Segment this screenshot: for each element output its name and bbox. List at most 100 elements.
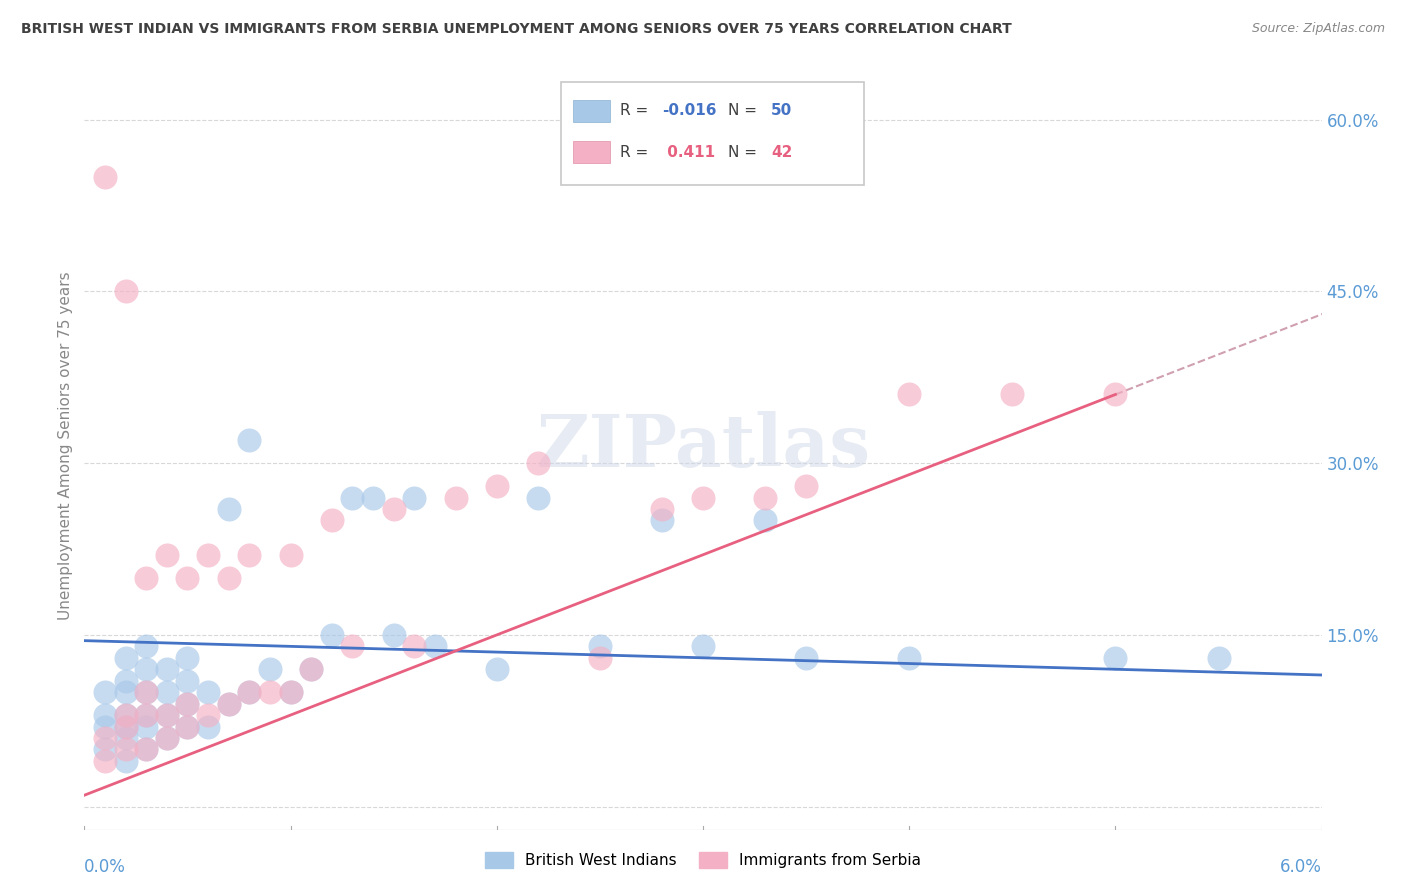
Text: N =: N =: [728, 103, 762, 119]
Text: 0.0%: 0.0%: [84, 858, 127, 876]
Point: [156, 731, 179, 745]
Point: [342, 491, 364, 505]
Text: Source: ZipAtlas.com: Source: ZipAtlas.com: [1251, 22, 1385, 36]
Point: [589, 650, 612, 665]
Point: [754, 491, 776, 505]
Point: [114, 285, 136, 299]
Text: N =: N =: [728, 145, 762, 160]
Bar: [574, 142, 610, 163]
Point: [197, 685, 219, 699]
Point: [156, 662, 179, 676]
Point: [299, 662, 322, 676]
Point: [135, 662, 157, 676]
Point: [485, 662, 508, 676]
Point: [176, 697, 198, 711]
Point: [135, 742, 157, 756]
Text: R =: R =: [620, 103, 654, 119]
Point: [114, 754, 136, 768]
Point: [1001, 387, 1024, 401]
Point: [218, 697, 240, 711]
Point: [135, 708, 157, 723]
Point: [1104, 650, 1126, 665]
Y-axis label: Unemployment Among Seniors over 75 years: Unemployment Among Seniors over 75 years: [58, 272, 73, 620]
Point: [527, 491, 550, 505]
Point: [135, 685, 157, 699]
Point: [156, 708, 179, 723]
Text: ZIPatlas: ZIPatlas: [536, 410, 870, 482]
Point: [423, 640, 446, 654]
Point: [94, 731, 117, 745]
Point: [794, 650, 817, 665]
Point: [197, 719, 219, 733]
Point: [114, 719, 136, 733]
Point: [382, 628, 405, 642]
Legend: British West Indians, Immigrants from Serbia: British West Indians, Immigrants from Se…: [478, 845, 928, 876]
Point: [156, 548, 179, 562]
Point: [156, 708, 179, 723]
Point: [404, 640, 426, 654]
Text: BRITISH WEST INDIAN VS IMMIGRANTS FROM SERBIA UNEMPLOYMENT AMONG SENIORS OVER 75: BRITISH WEST INDIAN VS IMMIGRANTS FROM S…: [21, 22, 1012, 37]
Bar: [561, 82, 863, 186]
Point: [527, 456, 550, 470]
Point: [321, 628, 343, 642]
Point: [1104, 387, 1126, 401]
Point: [94, 754, 117, 768]
Point: [280, 685, 302, 699]
Point: [197, 708, 219, 723]
Point: [94, 685, 117, 699]
Point: [692, 640, 714, 654]
Point: [589, 640, 612, 654]
Text: 0.411: 0.411: [662, 145, 716, 160]
Point: [94, 719, 117, 733]
Point: [176, 719, 198, 733]
Point: [156, 685, 179, 699]
Point: [382, 502, 405, 516]
Point: [114, 731, 136, 745]
Bar: [574, 100, 610, 121]
Point: [259, 685, 281, 699]
Point: [135, 685, 157, 699]
Point: [135, 719, 157, 733]
Text: 6.0%: 6.0%: [1279, 858, 1322, 876]
Point: [238, 434, 260, 448]
Point: [94, 169, 117, 184]
Point: [794, 479, 817, 493]
Point: [176, 697, 198, 711]
Text: 42: 42: [770, 145, 793, 160]
Point: [299, 662, 322, 676]
Point: [651, 513, 673, 527]
Point: [1208, 650, 1230, 665]
Point: [651, 502, 673, 516]
Point: [259, 662, 281, 676]
Point: [114, 650, 136, 665]
Point: [238, 548, 260, 562]
Point: [898, 650, 921, 665]
Point: [361, 491, 384, 505]
Point: [218, 571, 240, 585]
Point: [135, 708, 157, 723]
Point: [135, 742, 157, 756]
Point: [114, 742, 136, 756]
Point: [197, 548, 219, 562]
Point: [321, 513, 343, 527]
Point: [692, 491, 714, 505]
Point: [114, 719, 136, 733]
Point: [238, 685, 260, 699]
Point: [238, 685, 260, 699]
Point: [156, 731, 179, 745]
Point: [218, 697, 240, 711]
Point: [114, 708, 136, 723]
Point: [444, 491, 467, 505]
Point: [280, 548, 302, 562]
Point: [114, 685, 136, 699]
Point: [135, 571, 157, 585]
Point: [404, 491, 426, 505]
Point: [94, 708, 117, 723]
Point: [135, 640, 157, 654]
Point: [176, 571, 198, 585]
Point: [342, 640, 364, 654]
Point: [280, 685, 302, 699]
Point: [176, 719, 198, 733]
Text: R =: R =: [620, 145, 654, 160]
Point: [898, 387, 921, 401]
